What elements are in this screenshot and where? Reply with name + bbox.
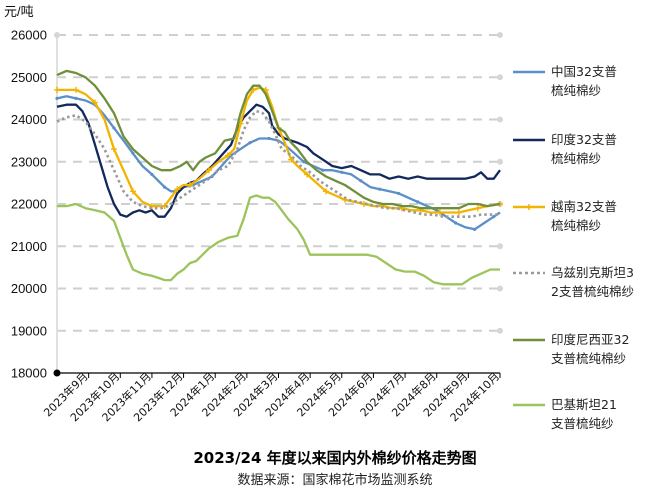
series-point [435, 208, 439, 212]
series-point [224, 152, 231, 159]
series-point [248, 141, 252, 145]
axis-top-dot [54, 32, 60, 38]
legend-marker [526, 204, 532, 210]
series-line [56, 69, 501, 210]
series-point [321, 168, 325, 172]
series-point [359, 179, 363, 183]
series-point [322, 188, 329, 195]
series-line [56, 103, 501, 218]
series-point [267, 136, 271, 141]
series-point [91, 99, 98, 106]
series-point [129, 188, 136, 195]
series-point [397, 191, 401, 196]
y-tick-label: 25000 [11, 70, 47, 85]
series-point [148, 203, 155, 210]
y-tick-label: 26000 [11, 28, 47, 43]
series-point [288, 156, 295, 163]
y-axis-unit: 元/吨 [4, 4, 34, 19]
legend-label: 越南32支普梳纯棉纱 [551, 199, 617, 233]
series-point [150, 172, 154, 177]
legend-label: 巴基斯坦21 支普梳纯纱 [551, 397, 617, 431]
series-point [74, 96, 78, 100]
y-tick-label: 20000 [11, 281, 47, 296]
series-point [340, 170, 344, 174]
series-point [72, 86, 79, 93]
series-point [205, 167, 212, 174]
legend-label: 印度尼西亚32 支普梳纯棉纱 [551, 332, 629, 366]
series-point [436, 209, 443, 216]
series-point [492, 215, 496, 219]
y-tick-label: 21000 [11, 239, 47, 254]
chart-subtitle: 数据来源：国家棉花市场监测系统 [237, 472, 432, 488]
y-tick-label: 22000 [11, 197, 47, 212]
series-point [378, 187, 382, 191]
gridline-end-dot [497, 327, 503, 334]
y-tick-label: 19000 [11, 323, 47, 338]
series-point [416, 200, 420, 204]
gridline-end-dot [497, 74, 503, 81]
x-tick-labels: 2023年9月2023年10月2023年11月2023年12月2024年1月20… [41, 369, 503, 424]
gridlines [57, 32, 503, 334]
y-tick-labels: 18000 19000 20000 21000 22000 23000 24000 25000… [11, 28, 47, 381]
series-point [110, 146, 117, 153]
series-point [131, 151, 135, 155]
legend-label: 中国32支普梳纯棉纱 [551, 64, 617, 98]
series-line [57, 194, 500, 286]
series-point [54, 86, 60, 93]
gridline-end-dot [497, 32, 503, 38]
series-point [473, 227, 477, 231]
series-line [57, 86, 501, 214]
series-point [302, 160, 306, 164]
series-point [55, 96, 59, 100]
gridline-end-dot [497, 243, 503, 250]
series-point [455, 209, 462, 216]
gridline-end-dot [497, 285, 503, 292]
series-point [474, 205, 481, 212]
series-point [303, 171, 310, 178]
gridline-end-dot [497, 116, 503, 123]
series-point [112, 126, 116, 130]
series-point [174, 186, 181, 193]
axis-origin-dot [53, 369, 61, 377]
series-line [56, 95, 501, 231]
series-point [454, 221, 458, 225]
legend-label: 印度32支普梳纯棉纱 [551, 132, 617, 166]
y-tick-label: 24000 [11, 112, 47, 127]
y-tick-label: 23000 [11, 154, 47, 169]
chart-title: 2023/24 年度以来国内外棉纱价格走势图 [193, 449, 476, 467]
series-lines [54, 69, 503, 286]
series-point [162, 185, 167, 189]
series-line [56, 109, 500, 218]
y-tick-label: 18000 [11, 366, 47, 381]
gridline-end-dot [497, 158, 503, 165]
series-point [186, 181, 193, 188]
legend-label: 乌兹别克斯坦3 2支普梳纯棉纱 [551, 265, 634, 299]
